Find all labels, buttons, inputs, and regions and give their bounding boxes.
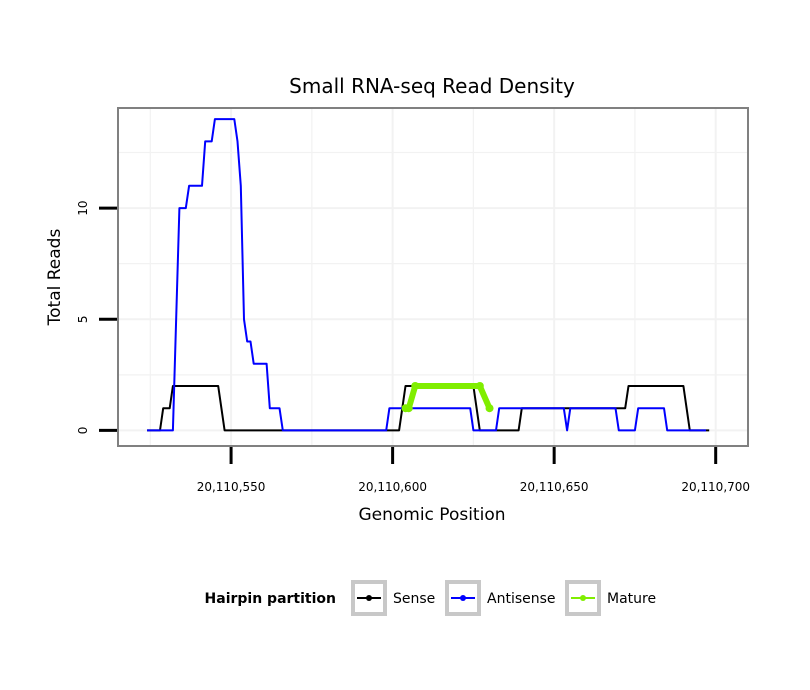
data-point-mature — [485, 404, 494, 413]
legend-dot-sense — [366, 595, 372, 601]
data-point-mature — [411, 381, 420, 390]
legend-label-sense: Sense — [393, 591, 435, 607]
y-axis: 0 5 10 — [76, 200, 117, 434]
legend: Hairpin partition Sense Antisense Mature — [205, 580, 656, 616]
x-tick-label: 20,110,650 — [520, 480, 589, 494]
y-tick-label: 0 — [76, 427, 90, 435]
legend-dot-mature — [580, 595, 586, 601]
panel-border — [117, 107, 749, 447]
x-axis: 20,110,550 20,110,600 20,110,650 20,110,700 — [197, 447, 750, 494]
series-layer — [147, 118, 710, 432]
legend-title: Hairpin partition — [205, 591, 336, 607]
x-tick-label: 20,110,700 — [681, 480, 750, 494]
y-tick-label: 10 — [76, 200, 90, 215]
data-point-mature — [475, 381, 484, 390]
grid — [118, 108, 748, 446]
chart-title: Small RNA-seq Read Density — [289, 74, 575, 98]
y-axis-title: Total Reads — [45, 229, 65, 327]
legend-label-mature: Mature — [607, 591, 656, 607]
x-tick-label: 20,110,600 — [358, 480, 427, 494]
legend-dot-antisense — [460, 595, 466, 601]
data-point-mature — [404, 404, 413, 413]
series-line-antisense — [147, 118, 706, 432]
legend-label-antisense: Antisense — [487, 591, 556, 607]
x-axis-title: Genomic Position — [358, 505, 505, 525]
x-tick-label: 20,110,550 — [197, 480, 266, 494]
y-tick-label: 5 — [76, 315, 90, 323]
